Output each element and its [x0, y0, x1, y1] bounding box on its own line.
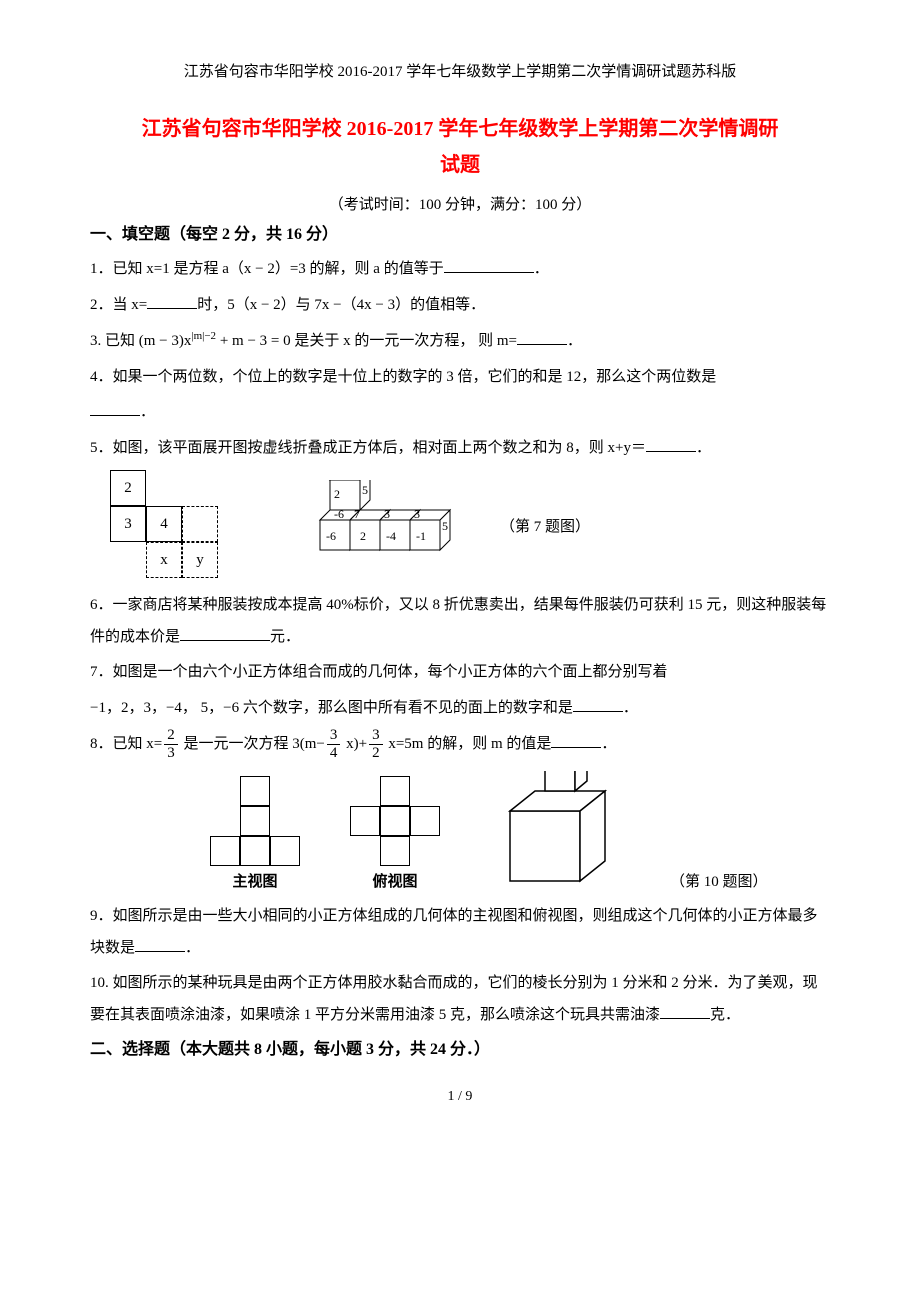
q2-blank [147, 294, 197, 309]
question-2: 2．当 x= 时，5（x − 2）与 7x −（4x − 3）的值相等． [90, 290, 830, 322]
figure-5-row: 2 3 4 x y [110, 470, 830, 580]
page-number: 1 / 9 [90, 1089, 830, 1105]
q7-text-a: 7．如图是一个由六个小正方体组合而成的几何体，每个小正方体的六个面上都分别写着 [90, 664, 668, 680]
title-line-1: 江苏省句容市华阳学校 2016-2017 学年七年级数学上学期第二次学情调研 [90, 111, 830, 147]
cube-face-4: 7 [354, 507, 360, 521]
top-view-grid [350, 776, 440, 866]
question-10: 10. 如图所示的某种玩具是由两个正方体用胶水黏合而成的，它们的棱长分别为 1 … [90, 968, 830, 1031]
net-cell-x: x [146, 542, 182, 578]
q3-text-a: 3. 已知 [90, 333, 139, 349]
q3-expr2: + m − 3 = 0 [216, 333, 291, 349]
glued-cubes-figure [490, 771, 620, 891]
top-view-figure: 俯视图 [350, 776, 440, 891]
section-2-heading: 二、选择题（本大题共 8 小题，每小题 3 分，共 24 分．） [90, 1035, 830, 1059]
q8-end: ． [601, 736, 616, 752]
cube-assembly-figure: 2 5 -6 7 3 -6 2 -4 -1 3 5 [290, 480, 470, 580]
cube-face-1: 2 [334, 487, 340, 501]
q1-end: ． [534, 261, 549, 277]
q4-end: ． [140, 404, 155, 420]
q8-frac2: 34 [327, 728, 341, 761]
q9-blank [135, 937, 185, 952]
question-9: 9．如图所示是由一些大小相同的小正方体组成的几何体的主视图和俯视图，则组成这个几… [90, 901, 830, 964]
q6-text-b: 元． [270, 629, 300, 645]
cube-net-figure: 2 3 4 x y [110, 470, 260, 580]
q10-text-b: 克． [710, 1007, 740, 1023]
net-cell-3: 3 [110, 506, 146, 542]
q1-blank [444, 258, 534, 273]
views-figure-row: 主视图 俯视图 （第 10 题图） [210, 771, 830, 891]
figure-7-caption: （第 7 题图） [500, 515, 590, 536]
title-line-2: 试题 [90, 147, 830, 183]
cube-face-9: -4 [386, 529, 396, 543]
figure-10-caption: （第 10 题图） [670, 870, 768, 891]
question-4b: ． [90, 397, 830, 429]
page: 江苏省句容市华阳学校 2016-2017 学年七年级数学上学期第二次学情调研试题… [0, 0, 920, 1145]
q8-d: x=5m 的解，则 m 的值是 [385, 736, 552, 752]
question-8: 8．已知 x=23 是一元一次方程 3(m−34 x)+32 x=5m 的解，则… [90, 728, 830, 761]
section-1-heading: 一、填空题（每空 2 分，共 16 分） [90, 220, 830, 244]
q4-text: 4．如果一个两位数，个位上的数字是十位上的数字的 3 倍，它们的和是 12，那么… [90, 369, 716, 385]
question-7a: 7．如图是一个由六个小正方体组合而成的几何体，每个小正方体的六个面上都分别写着 [90, 657, 830, 689]
q2-text-b: 时，5（x − 2）与 7x −（4x − 3）的值相等． [197, 297, 485, 313]
q3-blank [517, 330, 567, 345]
q5-text: 5．如图，该平面展开图按虚线折叠成正方体后，相对面上两个数之和为 8，则 x+y… [90, 440, 646, 456]
question-6: 6．一家商店将某种服装按成本提高 40%标价，又以 8 折优惠卖出，结果每件服装… [90, 590, 830, 653]
top-view-label: 俯视图 [350, 870, 440, 891]
q10-blank [660, 1004, 710, 1019]
exam-info: （考试时间：100 分钟，满分：100 分） [90, 193, 830, 214]
cube-face-6: -6 [334, 507, 344, 521]
question-1: 1．已知 x=1 是方程 a（x − 2）=3 的解，则 a 的值等于 ． [90, 254, 830, 286]
cube-face-3: -6 [326, 529, 336, 543]
question-7b: −1，2，3，−4， 5，−6 六个数字，那么图中所有看不见的面上的数字和是 ． [90, 693, 830, 725]
question-5: 5．如图，该平面展开图按虚线折叠成正方体后，相对面上两个数之和为 8，则 x+y… [90, 433, 830, 465]
q1-text: 1．已知 x=1 是方程 a（x − 2）=3 的解，则 a 的值等于 [90, 261, 444, 277]
q2-text-a: 2．当 x= [90, 297, 147, 313]
net-cell-y: y [182, 542, 218, 578]
q3-sup: |m|−2 [191, 330, 216, 342]
q6-blank [180, 626, 270, 641]
q8-c: x)+ [342, 736, 367, 752]
q7-end: ． [623, 700, 638, 716]
q8-frac3: 32 [369, 728, 383, 761]
q8-b: 是一元一次方程 3(m− [180, 736, 325, 752]
q7-text-b: −1，2，3，−4， 5，−6 六个数字，那么图中所有看不见的面上的数字和是 [90, 700, 573, 716]
q9-end: ． [185, 940, 200, 956]
cube-face-10: -1 [416, 529, 426, 543]
q8-a: 8．已知 x= [90, 736, 162, 752]
q5-end: ． [696, 440, 711, 456]
q3-text-b: 是关于 x 的一元一次方程， 则 m= [291, 333, 517, 349]
main-view-grid [210, 776, 300, 866]
net-cell-2: 2 [110, 470, 146, 506]
net-cell-dash1 [182, 506, 218, 542]
exam-title: 江苏省句容市华阳学校 2016-2017 学年七年级数学上学期第二次学情调研 试… [90, 111, 830, 183]
question-4: 4．如果一个两位数，个位上的数字是十位上的数字的 3 倍，它们的和是 12，那么… [90, 362, 830, 394]
cube-face-2: 5 [362, 483, 368, 497]
main-view-label: 主视图 [210, 870, 300, 891]
cube-face-7: 3 [414, 507, 420, 521]
question-3: 3. 已知 (m − 3)x|m|−2 + m − 3 = 0 是关于 x 的一… [90, 325, 830, 358]
cube-face-5: 3 [384, 507, 390, 521]
page-header: 江苏省句容市华阳学校 2016-2017 学年七年级数学上学期第二次学情调研试题… [90, 60, 830, 81]
cube-face-11: 5 [442, 519, 448, 533]
q8-blank [551, 733, 601, 748]
main-view-figure: 主视图 [210, 776, 300, 891]
q5-blank [646, 437, 696, 452]
cube-face-8: 2 [360, 529, 366, 543]
q3-expr: (m − 3)x [139, 333, 192, 349]
q7-blank [573, 697, 623, 712]
net-cell-4: 4 [146, 506, 182, 542]
q4-blank [90, 401, 140, 416]
q8-frac1: 23 [164, 728, 178, 761]
q3-end: ． [567, 333, 582, 349]
